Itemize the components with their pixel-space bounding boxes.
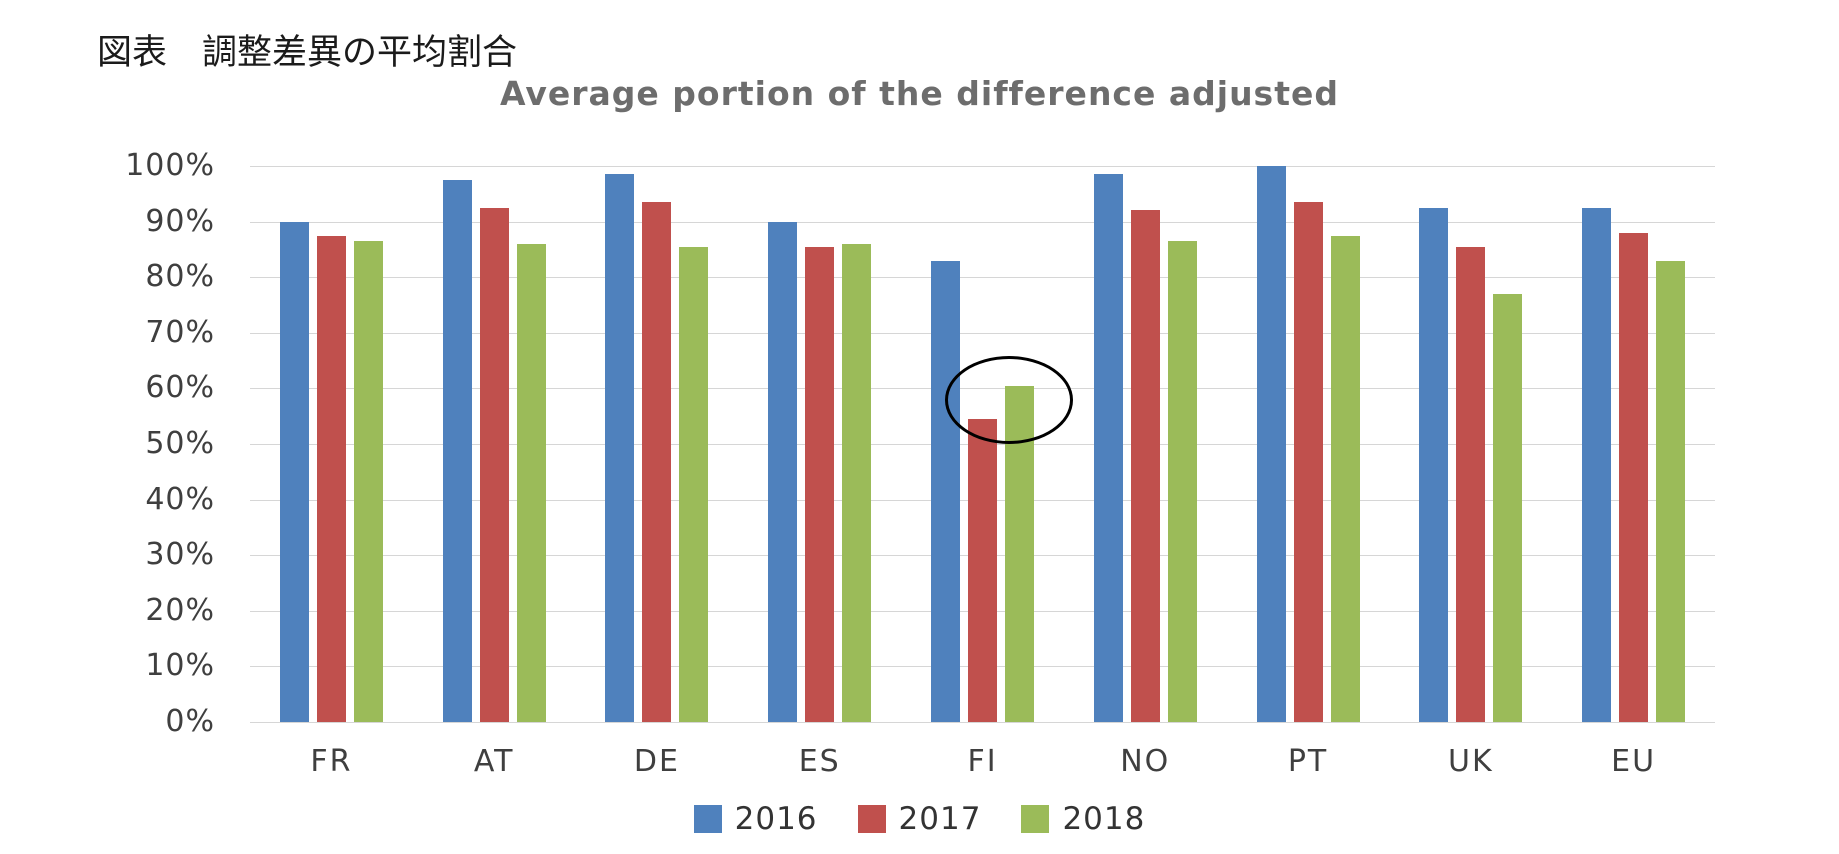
bar-2016-NO	[1093, 174, 1123, 722]
bar-2017-UK	[1456, 246, 1486, 722]
bar-2018-UK	[1493, 293, 1523, 722]
bar-2016-FR	[279, 221, 309, 722]
legend-label-2017: 2017	[898, 801, 982, 837]
bar-2016-FI	[930, 260, 960, 722]
bar-2016-ES	[768, 221, 798, 722]
x-tick-label-FR: FR	[310, 744, 353, 779]
legend-item-2018: 2018	[1021, 801, 1145, 837]
x-tick-label-ES: ES	[798, 744, 841, 779]
bar-2018-PT	[1330, 235, 1360, 722]
bar-group-AT	[413, 166, 576, 722]
y-tick-label: 50%	[145, 426, 215, 461]
bar-2016-DE	[605, 174, 635, 722]
x-tick-label-AT: AT	[473, 744, 515, 779]
y-tick-label: 60%	[145, 370, 215, 405]
bar-2017-ES	[805, 246, 835, 722]
figure-caption: 図表 調整差異の平均割合	[97, 33, 518, 73]
x-tick-label-NO: NO	[1120, 744, 1171, 779]
gridline	[250, 333, 1715, 334]
legend-label-2018: 2018	[1062, 801, 1146, 837]
bar-group-FI	[901, 166, 1064, 722]
gridline	[250, 222, 1715, 223]
gridline	[250, 166, 1715, 167]
bar-2016-AT	[442, 179, 472, 722]
bar-2017-NO	[1130, 210, 1160, 722]
legend-swatch-2018	[1021, 805, 1050, 833]
plot-area	[250, 166, 1715, 723]
y-tick-label: 0%	[165, 704, 215, 739]
bar-2016-UK	[1419, 207, 1449, 722]
gridline	[250, 277, 1715, 278]
legend: 2016 2017 2018	[0, 801, 1839, 837]
x-tick-label-FI: FI	[967, 744, 998, 779]
bar-2017-FR	[316, 235, 346, 722]
y-tick-label: 30%	[145, 537, 215, 572]
legend-swatch-2017	[857, 805, 886, 833]
bar-2017-AT	[479, 207, 509, 722]
legend-label-2016: 2016	[734, 801, 818, 837]
bar-2018-DE	[679, 246, 709, 722]
bar-group-NO	[1064, 166, 1227, 722]
legend-item-2016: 2016	[693, 801, 818, 837]
bar-2017-DE	[642, 202, 672, 722]
gridline	[250, 722, 1715, 723]
x-tick-label-PT: PT	[1287, 744, 1329, 779]
y-tick-label: 90%	[145, 204, 215, 239]
bar-group-UK	[1389, 166, 1552, 722]
chart-title: Average portion of the difference adjust…	[500, 74, 1339, 113]
bar-group-FR	[250, 166, 413, 722]
bar-2017-PT	[1293, 202, 1323, 722]
bar-2018-ES	[842, 243, 872, 722]
bar-2018-FR	[353, 241, 383, 722]
y-tick-label: 80%	[145, 259, 215, 294]
bar-group-ES	[738, 166, 901, 722]
bar-group-DE	[576, 166, 739, 722]
bar-2018-AT	[516, 243, 546, 722]
y-tick-label: 70%	[145, 315, 215, 350]
bar-2016-PT	[1256, 166, 1286, 722]
bar-2018-EU	[1656, 260, 1686, 722]
x-tick-label-UK: UK	[1448, 744, 1494, 779]
x-tick-label-DE: DE	[633, 744, 680, 779]
highlight-ellipse	[945, 356, 1073, 444]
bar-2017-EU	[1619, 232, 1649, 722]
bar-2017-FI	[967, 418, 997, 722]
bar-group-PT	[1227, 166, 1390, 722]
bar-2016-EU	[1582, 207, 1612, 722]
bar-group-EU	[1552, 166, 1715, 722]
bar-2018-NO	[1167, 241, 1197, 722]
y-tick-label: 10%	[145, 648, 215, 683]
x-tick-label-EU: EU	[1611, 744, 1657, 779]
legend-swatch-2016	[693, 805, 722, 833]
y-tick-label: 20%	[145, 593, 215, 628]
y-tick-label: 40%	[145, 482, 215, 517]
legend-item-2017: 2017	[857, 801, 982, 837]
y-tick-label: 100%	[125, 148, 215, 183]
